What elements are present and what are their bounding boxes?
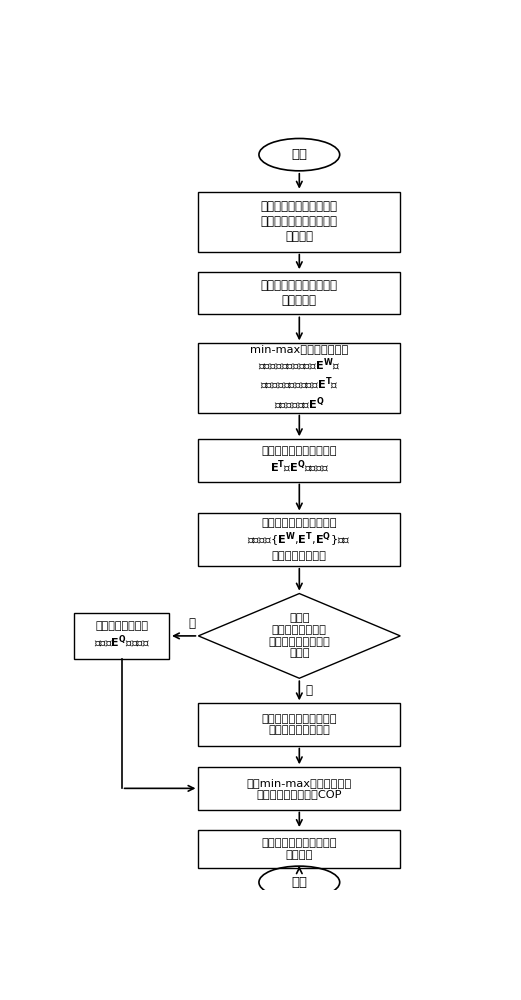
Text: 采用min-max反变换还原为
有名值数据，并计算COP: 采用min-max反变换还原为 有名值数据，并计算COP (246, 778, 352, 799)
Bar (199, 767, 400, 810)
Bar (199, 439, 400, 482)
Text: 采用最小二乘法进行数据
驱动建模: 采用最小二乘法进行数据 驱动建模 (262, 838, 337, 860)
Bar (199, 703, 400, 746)
Text: 产热量
异常值是否由于热
力量测采集数据不同
步造成: 产热量 异常值是否由于热 力量测采集数据不同 步造成 (268, 613, 330, 658)
Text: 否: 否 (188, 617, 195, 630)
Text: 采用加权相似工况
法填补$\mathbf{E}^\mathbf{Q}$的异常值: 采用加权相似工况 法填补$\mathbf{E}^\mathbf{Q}$的异常值 (94, 621, 150, 650)
Text: 辨别地源侧回水温度和产
热量缺失值: 辨别地源侧回水温度和产 热量缺失值 (261, 279, 338, 307)
Bar (199, 272, 400, 314)
Bar (74, 613, 169, 659)
Bar (199, 513, 400, 566)
Text: min-max标准化得到标准
化地源热泵机组耗电量$\mathbf{E}^\mathbf{W}$、
标准化地源侧回水温度$\mathbf{E}^\mathbf{: min-max标准化得到标准 化地源热泵机组耗电量$\mathbf{E}^\ma… (250, 344, 349, 412)
Text: 采用加权相似工况法填补
$\mathbf{E}^\mathbf{T}$和$\mathbf{E}^\mathbf{Q}$的缺失值: 采用加权相似工况法填补 $\mathbf{E}^\mathbf{T}$和$\ma… (262, 446, 337, 475)
Text: 开始: 开始 (291, 148, 307, 161)
Text: 结束: 结束 (291, 876, 307, 889)
Bar (199, 343, 400, 413)
Text: 采用改进欧式距离对标准
化数据集{$\mathbf{E}^\mathbf{W}$,$\mathbf{E}^\mathbf{T}$,$\mathbf{E}^\ma: 采用改进欧式距离对标准 化数据集{$\mathbf{E}^\mathbf{W}$… (247, 518, 351, 561)
Bar (199, 192, 400, 252)
Bar (199, 830, 400, 868)
Text: 以其和相邻产热量异常值
的平均值代替缺失值: 以其和相邻产热量异常值 的平均值代替缺失值 (262, 714, 337, 735)
Text: 输入地源热泵系统设备参
数、建模控制参数和历史
运行数据: 输入地源热泵系统设备参 数、建模控制参数和历史 运行数据 (261, 200, 338, 243)
Text: 是: 是 (305, 684, 313, 697)
